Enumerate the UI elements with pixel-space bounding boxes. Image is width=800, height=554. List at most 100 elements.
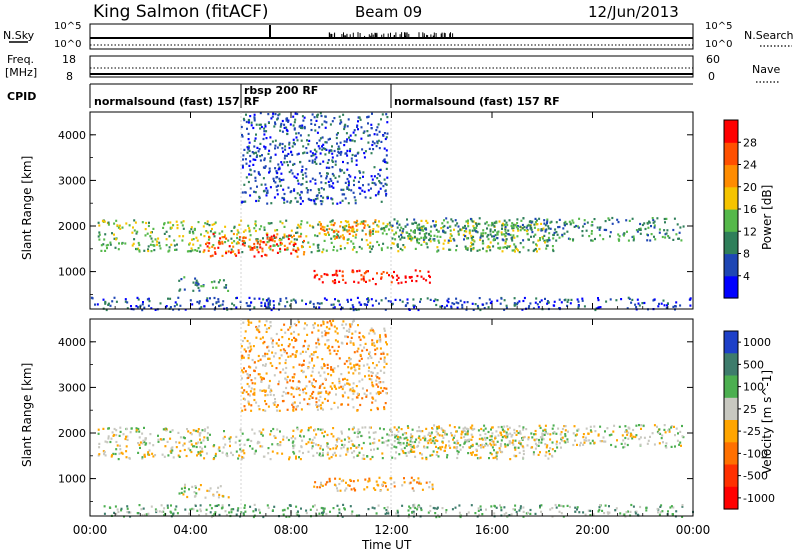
scatter-cell [628, 219, 631, 222]
scatter-cell [150, 237, 153, 240]
scatter-cell [113, 296, 116, 299]
scatter-cell [333, 230, 336, 233]
scatter-cell [397, 276, 400, 279]
scatter-cell [335, 438, 338, 441]
scatter-cell [207, 249, 210, 252]
scatter-cell [363, 392, 366, 395]
scatter-cell [581, 230, 584, 233]
scatter-cell [305, 187, 308, 190]
scatter-cell [496, 458, 498, 461]
scatter-cell [269, 388, 272, 391]
scatter-cell [243, 348, 246, 351]
scatter-cell [281, 222, 284, 225]
scatter-cell [660, 302, 663, 305]
scatter-cell [508, 426, 511, 429]
scatter-cell [332, 174, 335, 177]
scatter-cell [271, 351, 274, 354]
scatter-cell [549, 447, 552, 450]
scatter-cell [183, 442, 186, 445]
scatter-cell [235, 450, 238, 453]
scatter-cell [305, 376, 307, 379]
scatter-cell [257, 251, 260, 254]
scatter-cell [183, 448, 186, 452]
scatter-cell [545, 247, 548, 250]
scatter-cell [229, 436, 232, 439]
scatter-cell [276, 452, 279, 455]
scatter-cell [445, 511, 447, 514]
scatter-cell [433, 234, 436, 237]
scatter-cell [478, 457, 481, 460]
scatter-cell [283, 157, 286, 160]
scatter-cell [289, 304, 292, 307]
scatter-cell [313, 305, 315, 308]
scatter-cell [367, 369, 370, 373]
scatter-cell [472, 308, 475, 311]
scatter-cell [632, 505, 635, 508]
scatter-cell [190, 433, 193, 436]
scatter-cell [138, 249, 141, 252]
scatter-cell [520, 444, 523, 447]
scatter-cell [299, 430, 302, 433]
scatter-cell [680, 239, 683, 242]
scatter-cell [408, 513, 410, 516]
scatter-cell [541, 436, 544, 439]
scatter-cell [417, 477, 420, 480]
scatter-cell [534, 447, 537, 450]
scatter-cell [675, 233, 678, 236]
scatter-cell [538, 438, 540, 442]
scatter-cell [326, 197, 329, 200]
scatter-cell [590, 230, 593, 233]
scatter-cell [212, 457, 215, 461]
scatter-cell [320, 195, 323, 198]
scatter-cell [441, 441, 444, 444]
scatter-cell [350, 157, 353, 160]
scatter-cell [503, 425, 506, 428]
scatter-cell [500, 506, 503, 509]
scatter-cell [321, 513, 324, 516]
scatter-cell [356, 223, 359, 226]
scatter-cell [525, 229, 528, 233]
scatter-cell [299, 202, 302, 205]
scatter-cell [267, 113, 270, 116]
scatter-cell [147, 512, 150, 515]
scatter-cell [204, 445, 207, 448]
scatter-cell [398, 453, 401, 456]
scatter-cell [330, 185, 333, 188]
scatter-cell [267, 222, 270, 225]
scatter-cell [353, 140, 356, 143]
scatter-cell [151, 452, 154, 455]
scatter-cell [347, 396, 350, 399]
scatter-cell [657, 431, 660, 435]
scatter-cell [357, 428, 360, 431]
scatter-cell [560, 436, 563, 440]
scatter-cell [217, 246, 220, 249]
scatter-cell [396, 274, 399, 277]
scatter-cell [328, 349, 331, 352]
scatter-cell [589, 425, 592, 428]
scatter-cell [593, 218, 596, 221]
scatter-cell [547, 236, 550, 239]
scatter-cell [408, 308, 411, 311]
scatter-cell [297, 319, 300, 322]
scatter-cell [663, 424, 666, 427]
scatter-cell [359, 171, 362, 174]
scatter-cell [330, 223, 333, 226]
scatter-cell [514, 439, 517, 442]
scatter-cell [262, 177, 265, 180]
scatter-cell [274, 352, 277, 355]
scatter-cell [126, 505, 129, 508]
scatter-cell [450, 218, 453, 221]
scatter-cell [282, 197, 285, 200]
scatter-cell [290, 437, 293, 440]
scatter-cell [313, 351, 316, 354]
scatter-cell [214, 221, 217, 224]
scatter-cell [343, 127, 346, 131]
scatter-cell [518, 451, 521, 454]
scatter-cell [363, 156, 366, 159]
scatter-cell [513, 428, 516, 431]
scatter-cell [298, 393, 301, 397]
scatter-cell [330, 237, 333, 240]
scatter-cell [597, 297, 599, 300]
scatter-cell [412, 505, 415, 508]
scatter-cell [288, 504, 291, 507]
